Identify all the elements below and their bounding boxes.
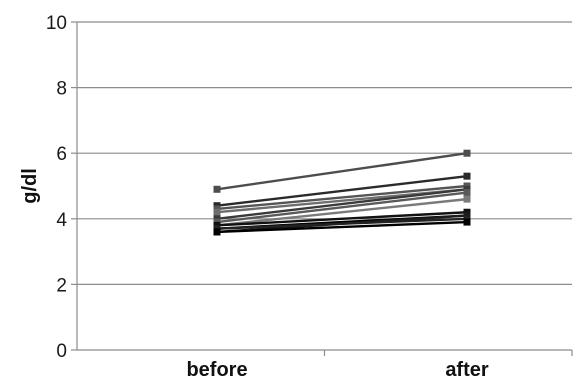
grid — [77, 21, 572, 285]
series-line — [213, 218, 471, 236]
series-segment — [216, 211, 468, 227]
y-axis-label: g/dl — [19, 168, 41, 204]
data-point — [463, 189, 471, 197]
series-line — [213, 149, 471, 193]
series-segment — [216, 197, 468, 227]
x-category-label: before — [186, 359, 247, 381]
data-point — [463, 149, 471, 157]
series-segment — [216, 217, 468, 230]
series-segment — [216, 174, 468, 207]
y-tick-label: 8 — [56, 79, 67, 100]
series-segment — [216, 191, 468, 224]
y-tick-label: 2 — [56, 275, 67, 296]
data-point — [213, 208, 221, 216]
y-tick-label: 10 — [46, 13, 67, 34]
data-point — [463, 218, 471, 226]
data-point — [213, 228, 221, 236]
data-point — [213, 185, 221, 193]
series-segment — [216, 220, 468, 234]
y-tick-label: 0 — [56, 341, 67, 362]
series-segment — [216, 152, 468, 191]
series-segment — [216, 184, 468, 211]
y-tick-label: 4 — [56, 210, 67, 231]
data-point — [463, 195, 471, 203]
series-segment — [216, 188, 468, 220]
data-point — [463, 172, 471, 180]
labels: 0 2 4 6 8 10 before after g/dl — [19, 13, 489, 381]
x-category-label: after — [445, 359, 489, 381]
series — [213, 149, 471, 236]
y-tick-label: 6 — [56, 144, 67, 165]
axes — [71, 21, 573, 356]
